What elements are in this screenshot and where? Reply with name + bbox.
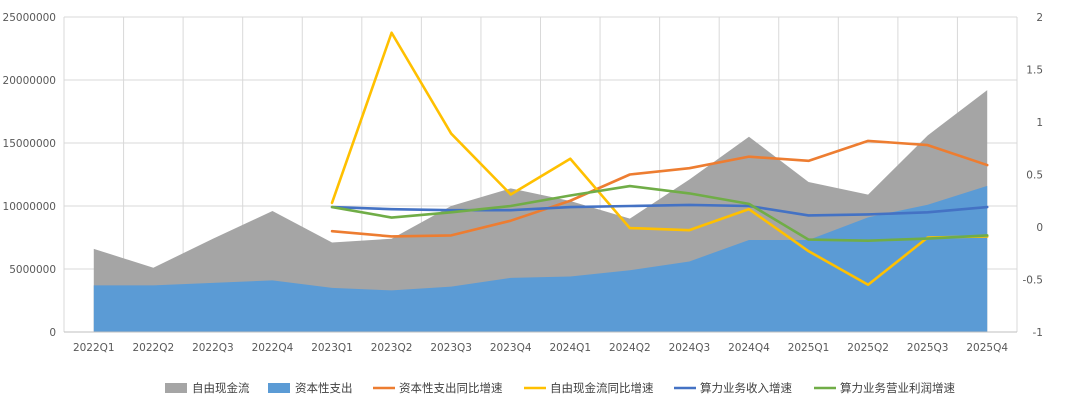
x-axis-tick-label: 2022Q1: [73, 342, 115, 354]
x-axis-tick-label: 2024Q3: [669, 342, 711, 354]
x-axis-tick-label: 2024Q4: [728, 342, 770, 354]
legend-swatch-自由现金流: [165, 383, 187, 393]
left-axis-tick-label: 20000000: [3, 75, 56, 87]
left-axis-tick-label: 5000000: [9, 264, 56, 276]
left-axis-tick-label: 25000000: [3, 12, 56, 24]
line-自由现金流同比增速: [330, 31, 989, 287]
right-axis-ticks: -1 -0.5 0 0.5 1 1.5 2: [1023, 12, 1044, 339]
line-资本性支出同比增速: [330, 139, 989, 238]
x-axis-tick-label: 2025Q4: [966, 342, 1008, 354]
line-算力业务收入增速: [330, 203, 989, 217]
right-axis-tick-label: -1: [1033, 327, 1043, 339]
legend-swatch-资本性支出: [268, 383, 290, 393]
left-axis-tick-label: 15000000: [3, 138, 56, 150]
x-axis-tick-label: 2024Q2: [609, 342, 651, 354]
legend-label: 算力业务收入增速: [700, 381, 792, 395]
x-axis-tick-label: 2023Q4: [490, 342, 532, 354]
x-axis-tick-label: 2024Q1: [549, 342, 591, 354]
legend-label: 算力业务营业利润增速: [840, 381, 955, 395]
right-axis-tick-label: 0.5: [1026, 170, 1043, 182]
right-axis-tick-label: 1: [1036, 117, 1043, 129]
line-series-group: [330, 31, 989, 287]
right-axis-tick-label: -0.5: [1023, 275, 1044, 287]
x-axis-tick-label: 2023Q1: [311, 342, 353, 354]
left-axis-tick-label: 0: [49, 327, 56, 339]
x-axis-tick-label: 2025Q1: [788, 342, 830, 354]
x-axis-ticks: 2022Q1 2022Q2 2022Q3 2022Q4 2023Q1 2023Q2 2023…: [73, 342, 1008, 354]
line-算力业务营业利润增速: [330, 184, 989, 242]
legend-label: 资本性支出同比增速: [399, 381, 503, 395]
x-axis-tick-label: 2025Q2: [847, 342, 889, 354]
legend: 自由现金流 资本性支出 资本性支出同比增速 自由现金流同比增速 算力业务收入增速 算力业务…: [165, 381, 955, 395]
legend-label: 自由现金流: [192, 381, 250, 395]
x-axis-tick-label: 2023Q3: [430, 342, 472, 354]
x-axis-tick-label: 2022Q4: [252, 342, 294, 354]
x-axis-tick-label: 2022Q2: [133, 342, 175, 354]
right-axis-tick-label: 0: [1036, 222, 1043, 234]
right-axis-tick-label: 2: [1036, 12, 1043, 24]
left-axis-ticks: 0 5000000 10000000 15000000 20000000 25000000: [3, 12, 56, 339]
right-axis-tick-label: 1.5: [1026, 65, 1043, 77]
x-axis-tick-label: 2022Q3: [192, 342, 234, 354]
x-axis-tick-label: 2023Q2: [371, 342, 413, 354]
legend-label: 自由现金流同比增速: [550, 381, 654, 395]
legend-label: 资本性支出: [295, 381, 353, 395]
x-axis-tick-label: 2025Q3: [907, 342, 949, 354]
area-资本性支出: [93, 185, 988, 332]
left-axis-tick-label: 10000000: [3, 201, 56, 213]
